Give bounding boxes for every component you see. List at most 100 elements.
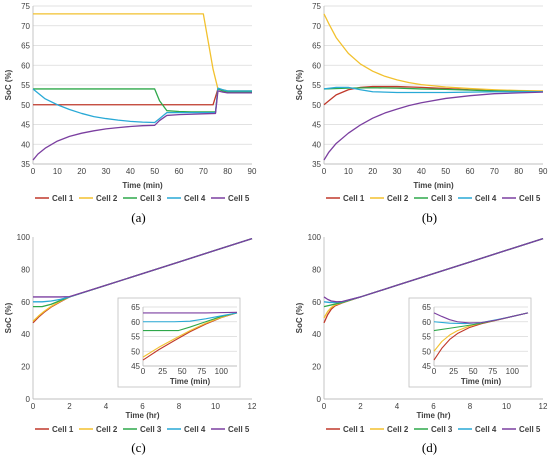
chart-d-x-tick-label: 8 [468,402,473,411]
chart-b-axes: 0 10 20 30 40 50 60 70 80 90 35 40 45 50 55 60 65 70 75 [312,2,548,176]
chart-d-series-line-cell-4 [323,238,544,304]
chart-d-legend-label-cell-2: Cell 2 [387,425,409,434]
chart-a-axes: 0 10 20 30 40 50 60 70 80 90 35 40 45 50 55 60 65 70 75 [21,2,257,176]
chart-c-y-tick-label: 80 [21,265,30,274]
chart-a-x-tick-label: 60 [175,167,184,176]
chart-a-y-tick-label: 75 [21,2,30,11]
chart-c-y-tick-label: 60 [21,298,30,307]
chart-d-y-tick-label: 0 [317,395,322,404]
chart-b-x-tick-label: 0 [322,167,327,176]
chart-b-y-tick-label: 75 [312,2,321,11]
chart-c-y-tick-label: 40 [21,330,30,339]
chart-b-y-tick-label: 60 [312,61,321,70]
chart-b-legend-label-cell-4: Cell 4 [475,194,497,203]
chart-a-y-tick-label: 60 [21,61,30,70]
chart-c-series-line-cell-5 [33,238,253,298]
chart-a-series-line-cell-3 [33,88,252,113]
chart-c-panel-label: (c) [131,440,145,455]
chart-d-inset-x-tick-label: 100 [506,367,520,376]
chart-d-inset-frame [408,297,532,388]
chart-d-x-tick-label: 10 [502,402,511,411]
chart-a-x-axis-title: Time (min) [122,181,163,190]
chart-d-inset-y-tick-label: 45 [422,362,431,371]
chart-b-x-tick-label: 20 [368,167,377,176]
chart-d-inset-series-line-cell-5 [433,312,529,324]
chart-b-y-tick-label: 55 [312,81,321,90]
chart-c-inset-x-tick-label: 100 [215,367,229,376]
chart-b-panel-label: (b) [422,210,437,225]
chart-d-panel-label: (d) [422,440,437,455]
chart-b-y-tick-label: 40 [312,140,321,149]
chart-c-legend-label-cell-2: Cell 2 [96,425,118,434]
chart-c-y-axis-title: SoC (%) [4,302,13,333]
chart-a-legend: Cell 1 Cell 2 Cell 3 Cell 4 Cell 5 [35,194,250,203]
chart-c-x-tick-label: 2 [67,402,72,411]
chart-b-x-tick-label: 70 [490,167,499,176]
chart-b-x-tick-label: 30 [393,167,402,176]
chart-d-y-tick-label: 60 [312,298,321,307]
chart-c-inset-axes: 0 25 50 75 100 45 50 55 60 65 [131,303,238,376]
chart-b-legend-label-cell-5: Cell 5 [519,194,541,203]
chart-b-series-line-cell-4 [323,86,543,94]
chart-c-x-axis-title: Time (hr) [125,411,159,420]
chart-d-inset-y-tick-label: 50 [422,347,431,356]
chart-c-inset-x-tick-label: 0 [141,367,146,376]
chart-b-x-tick-label: 50 [441,167,450,176]
chart-a-legend-label-cell-2: Cell 2 [96,194,118,203]
chart-c-inset-series-line-cell-5 [143,311,238,314]
chart-b-x-tick-label: 90 [539,167,548,176]
chart-d-inset-y-tick-label: 65 [422,303,431,312]
chart-a-y-axis-title: SoC (%) [4,69,13,100]
chart-d-inset-axes: 0 25 50 75 100 45 50 55 60 65 [422,303,529,376]
chart-d-axes: 0 2 4 6 8 10 12 0 20 40 60 80 100 [308,233,548,411]
chart-d-y-axis-title: SoC (%) [295,302,304,333]
chart-c-inset-y-tick-label: 50 [131,347,140,356]
chart-b-x-tick-label: 60 [466,167,475,176]
chart-c-inset-y-tick-label: 60 [131,318,140,327]
chart-c-inset-y-tick-label: 65 [131,303,140,312]
chart-c-inset-x-tick-label: 75 [197,367,206,376]
chart-a-x-tick-label: 40 [126,167,135,176]
chart-a-series-line-cell-5 [32,90,252,161]
chart-d-x-tick-label: 12 [539,402,548,411]
chart-d-y-tick-label: 80 [312,265,321,274]
chart-b-x-tick-label: 80 [514,167,523,176]
chart-c-legend-label-cell-5: Cell 5 [228,425,250,434]
chart-a-x-tick-label: 80 [223,167,232,176]
chart-c-y-tick-label: 0 [26,395,31,404]
chart-a-legend-label-cell-5: Cell 5 [228,194,250,203]
chart-a-y-tick-label: 55 [21,81,30,90]
chart-d-legend-label-cell-4: Cell 4 [475,425,497,434]
chart-b-legend: Cell 1 Cell 2 Cell 3 Cell 4 Cell 5 [326,194,541,203]
chart-c-x-tick-label: 4 [104,402,109,411]
chart-a-x-tick-label: 90 [248,167,257,176]
chart-c-inset-y-tick-label: 45 [131,362,140,371]
chart-a-y-tick-label: 70 [21,22,30,31]
chart-a-y-tick-label: 40 [21,140,30,149]
chart-d-inset-y-tick-label: 55 [422,333,431,342]
chart-c-inset-x-axis-title: Time (min) [170,377,211,386]
chart-d-x-tick-label: 4 [395,402,400,411]
chart-d-legend: Cell 1 Cell 2 Cell 3 Cell 4 Cell 5 [326,425,541,434]
chart-d-x-tick-label: 6 [431,402,436,411]
chart-a-y-tick-label: 35 [21,160,30,169]
chart-b-series-line-cell-5 [323,91,544,161]
chart-d-y-tick-label: 20 [312,363,321,372]
chart-d-inset-x-tick-label: 75 [488,367,497,376]
chart-b-y-tick-label: 35 [312,160,321,169]
chart-b-y-tick-label: 45 [312,121,321,130]
chart-c-x-tick-label: 6 [140,402,145,411]
chart-a-y-tick-label: 50 [21,101,30,110]
chart-c-inset-y-tick-label: 55 [131,333,140,342]
chart-a-x-tick-label: 10 [53,167,62,176]
chart-c-inset-x-tick-label: 50 [178,367,187,376]
chart-c-x-tick-label: 10 [211,402,220,411]
chart-d-inset-x-tick-label: 0 [432,367,437,376]
chart-d-inset-x-axis-title: Time (min) [461,377,502,386]
chart-a-x-tick-label: 0 [31,167,36,176]
chart-c-legend-label-cell-3: Cell 3 [140,425,162,434]
chart-b-y-tick-label: 70 [312,22,321,31]
chart-b-x-tick-label: 10 [344,167,353,176]
chart-b-x-tick-label: 40 [417,167,426,176]
